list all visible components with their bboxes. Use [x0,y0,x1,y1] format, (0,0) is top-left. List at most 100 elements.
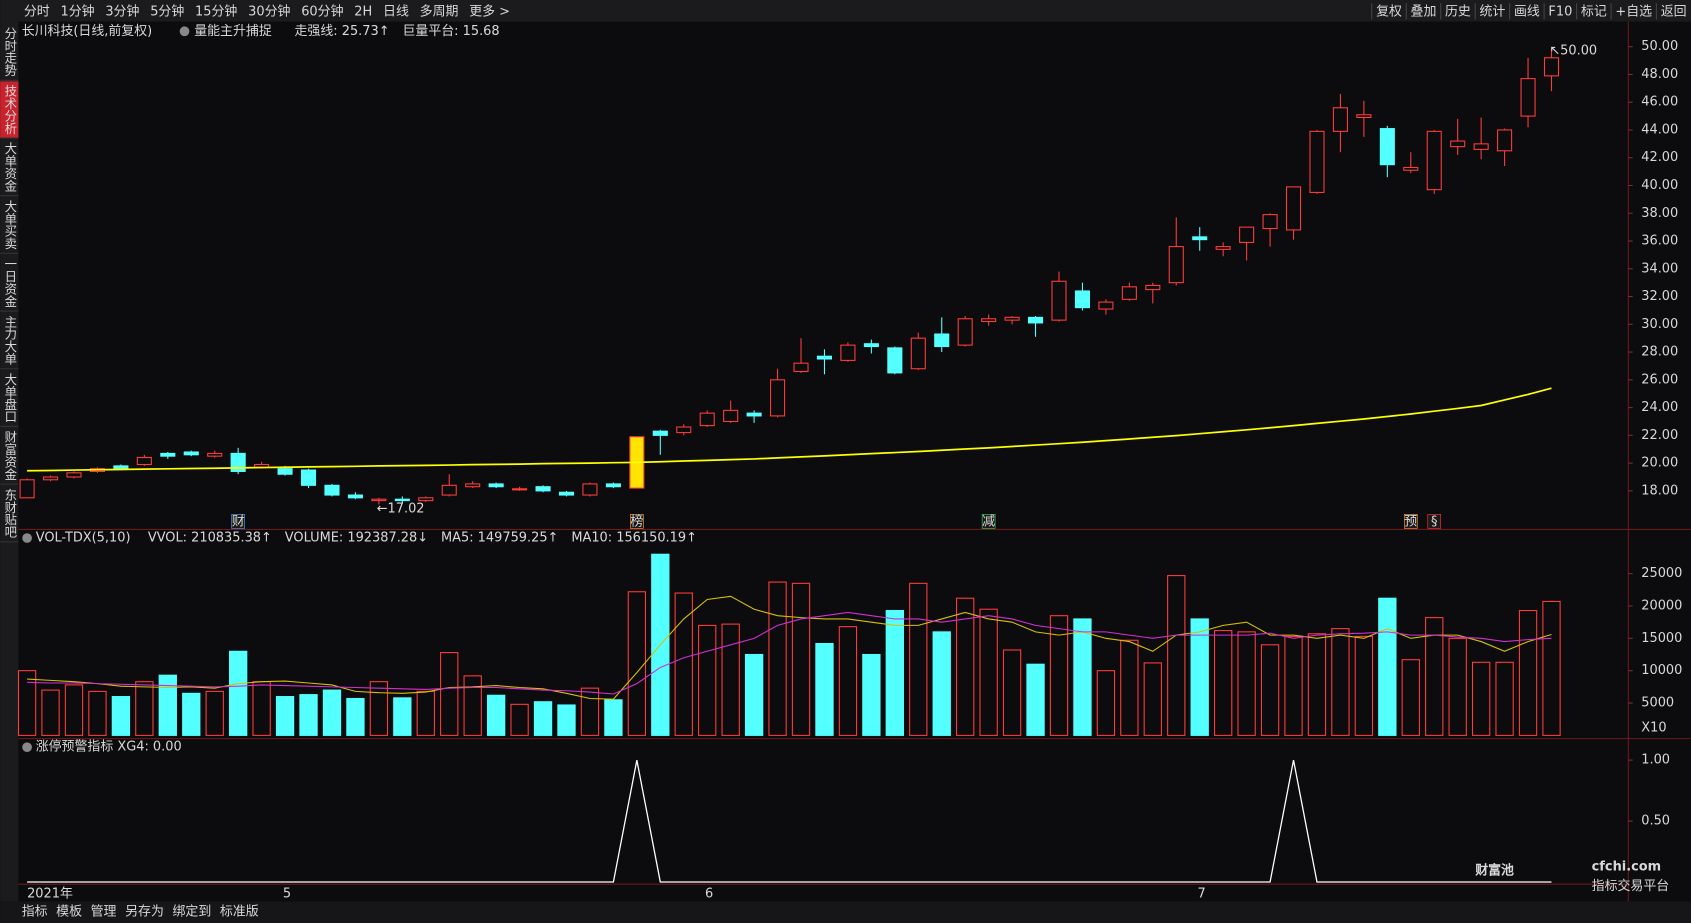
period-tab[interactable]: 2H [354,4,372,19]
event-marker-box [981,514,996,529]
y-tick-label: 30.00 [1641,317,1678,332]
event-marker: § [1431,514,1437,529]
volume-bar [88,690,107,736]
bottom-tab[interactable]: 指标 [22,905,48,920]
sidebar-item[interactable]: 技术分析 [3,85,18,135]
header-value: MA10: 156150.19↑ [571,531,697,546]
candle-body [418,497,434,502]
tool-button[interactable]: 复权 [1376,3,1402,19]
period-tab[interactable]: 5分钟 [150,3,184,19]
candle-body [441,484,457,496]
event-marker: 减 [982,514,995,529]
volume-bar [41,689,60,736]
volume-bar [627,591,647,736]
volume-bar [1354,635,1374,736]
candle-body [42,476,59,481]
candle-body [1497,129,1513,152]
y-tick-label: 18.00 [1641,483,1678,498]
tool-button[interactable]: 标记 [1581,4,1607,19]
y-tick-label: 34.00 [1641,261,1678,276]
watermark-site: cfchi.com [1592,859,1661,874]
sidebar-item[interactable]: 分时走势 [3,27,18,77]
bottom-tab[interactable]: 绑定到 [173,905,212,920]
candle-body [1543,57,1560,77]
volume-bar [768,581,787,736]
volume-bar [909,582,928,736]
candle-body [1403,166,1419,171]
sidebar-item[interactable]: 主力大单 [3,315,18,365]
sidebar-item[interactable]: 东财贴吧 [3,488,18,538]
y-tick-label: 42.00 [1641,150,1678,165]
tool-button[interactable]: F10 [1548,4,1572,19]
candle-body [1027,316,1044,324]
y-tick-label: 10000 [1641,663,1682,678]
sidebar-item[interactable]: 一日资金 [3,258,18,308]
sidebar-item[interactable]: 大单盘口 [3,373,18,423]
candle-body [699,412,715,427]
tool-button[interactable]: +自选 [1615,4,1652,19]
candle-body [324,484,340,496]
bottom-tab[interactable]: 管理 [91,905,117,920]
volume-bar [463,675,482,736]
volume-bar [698,624,717,736]
period-tab[interactable]: 15分钟 [195,3,237,19]
volume-bar [580,687,600,736]
header-value: 巨量平台: 15.68 [402,24,499,39]
period-tab[interactable]: 3分钟 [105,3,139,19]
bottom-tab[interactable]: 标准版 [220,905,259,920]
candle-body [1450,140,1466,148]
bottom-tab[interactable]: 模板 [56,905,82,920]
volume-bar [1167,575,1186,736]
period-tab[interactable]: 更多 > [469,4,510,19]
bottom-tab[interactable]: 另存为 [125,905,164,920]
sidebar-item[interactable]: 大单资金 [3,142,18,192]
volume-bar [393,697,412,736]
candle-body [676,426,692,434]
volume-bar [322,689,342,736]
volume-bar [885,609,904,736]
period-tab[interactable]: 1分钟 [60,3,94,19]
x-tick-label: 7 [1198,886,1206,901]
volume-bar [1518,609,1538,736]
candle-body [183,451,199,456]
watermark-slogan: 指标交易平台 [1592,878,1670,894]
candle-body [277,468,293,475]
volume-bar [1401,659,1420,736]
volume-bar [64,684,84,736]
period-tab[interactable]: 30分钟 [248,3,290,19]
volume-bar [1260,644,1280,736]
y-tick-label: 28.00 [1641,345,1678,360]
period-tab[interactable]: 60分钟 [301,3,343,19]
sidebar [0,21,19,902]
tool-button[interactable]: 叠加 [1411,4,1437,19]
volume-bar [158,674,177,736]
y-tick-label: 5000 [1641,696,1674,711]
candle-body [347,494,363,499]
volume-bar [369,681,389,736]
period-tab[interactable]: 分时 [24,4,50,19]
tool-button[interactable]: 画线 [1514,4,1540,19]
sidebar-item[interactable]: 大单买卖 [3,200,18,250]
candle-body [1356,114,1372,119]
period-tab[interactable]: 多周期 [420,4,459,19]
candle-body [1051,280,1067,321]
candle-body [793,362,809,373]
tool-button[interactable]: 历史 [1445,4,1471,19]
volume-bar [182,692,201,736]
period-tab[interactable]: 日线 [383,4,409,19]
event-marker-box [1403,514,1418,529]
volume-bar [346,697,365,736]
sidebar-item[interactable]: 财富资金 [3,431,18,481]
volume-bar [533,701,553,736]
candle-body [770,379,786,417]
volume-bar [932,631,951,736]
tool-button[interactable]: 统计 [1479,4,1505,19]
tool-button[interactable]: 返回 [1661,4,1687,19]
volume-bar [1542,600,1561,736]
candle-body [1309,130,1325,193]
x-tick-label: 6 [705,886,713,901]
y-tick-label: 1.00 [1641,753,1670,768]
candle-body [934,333,950,348]
